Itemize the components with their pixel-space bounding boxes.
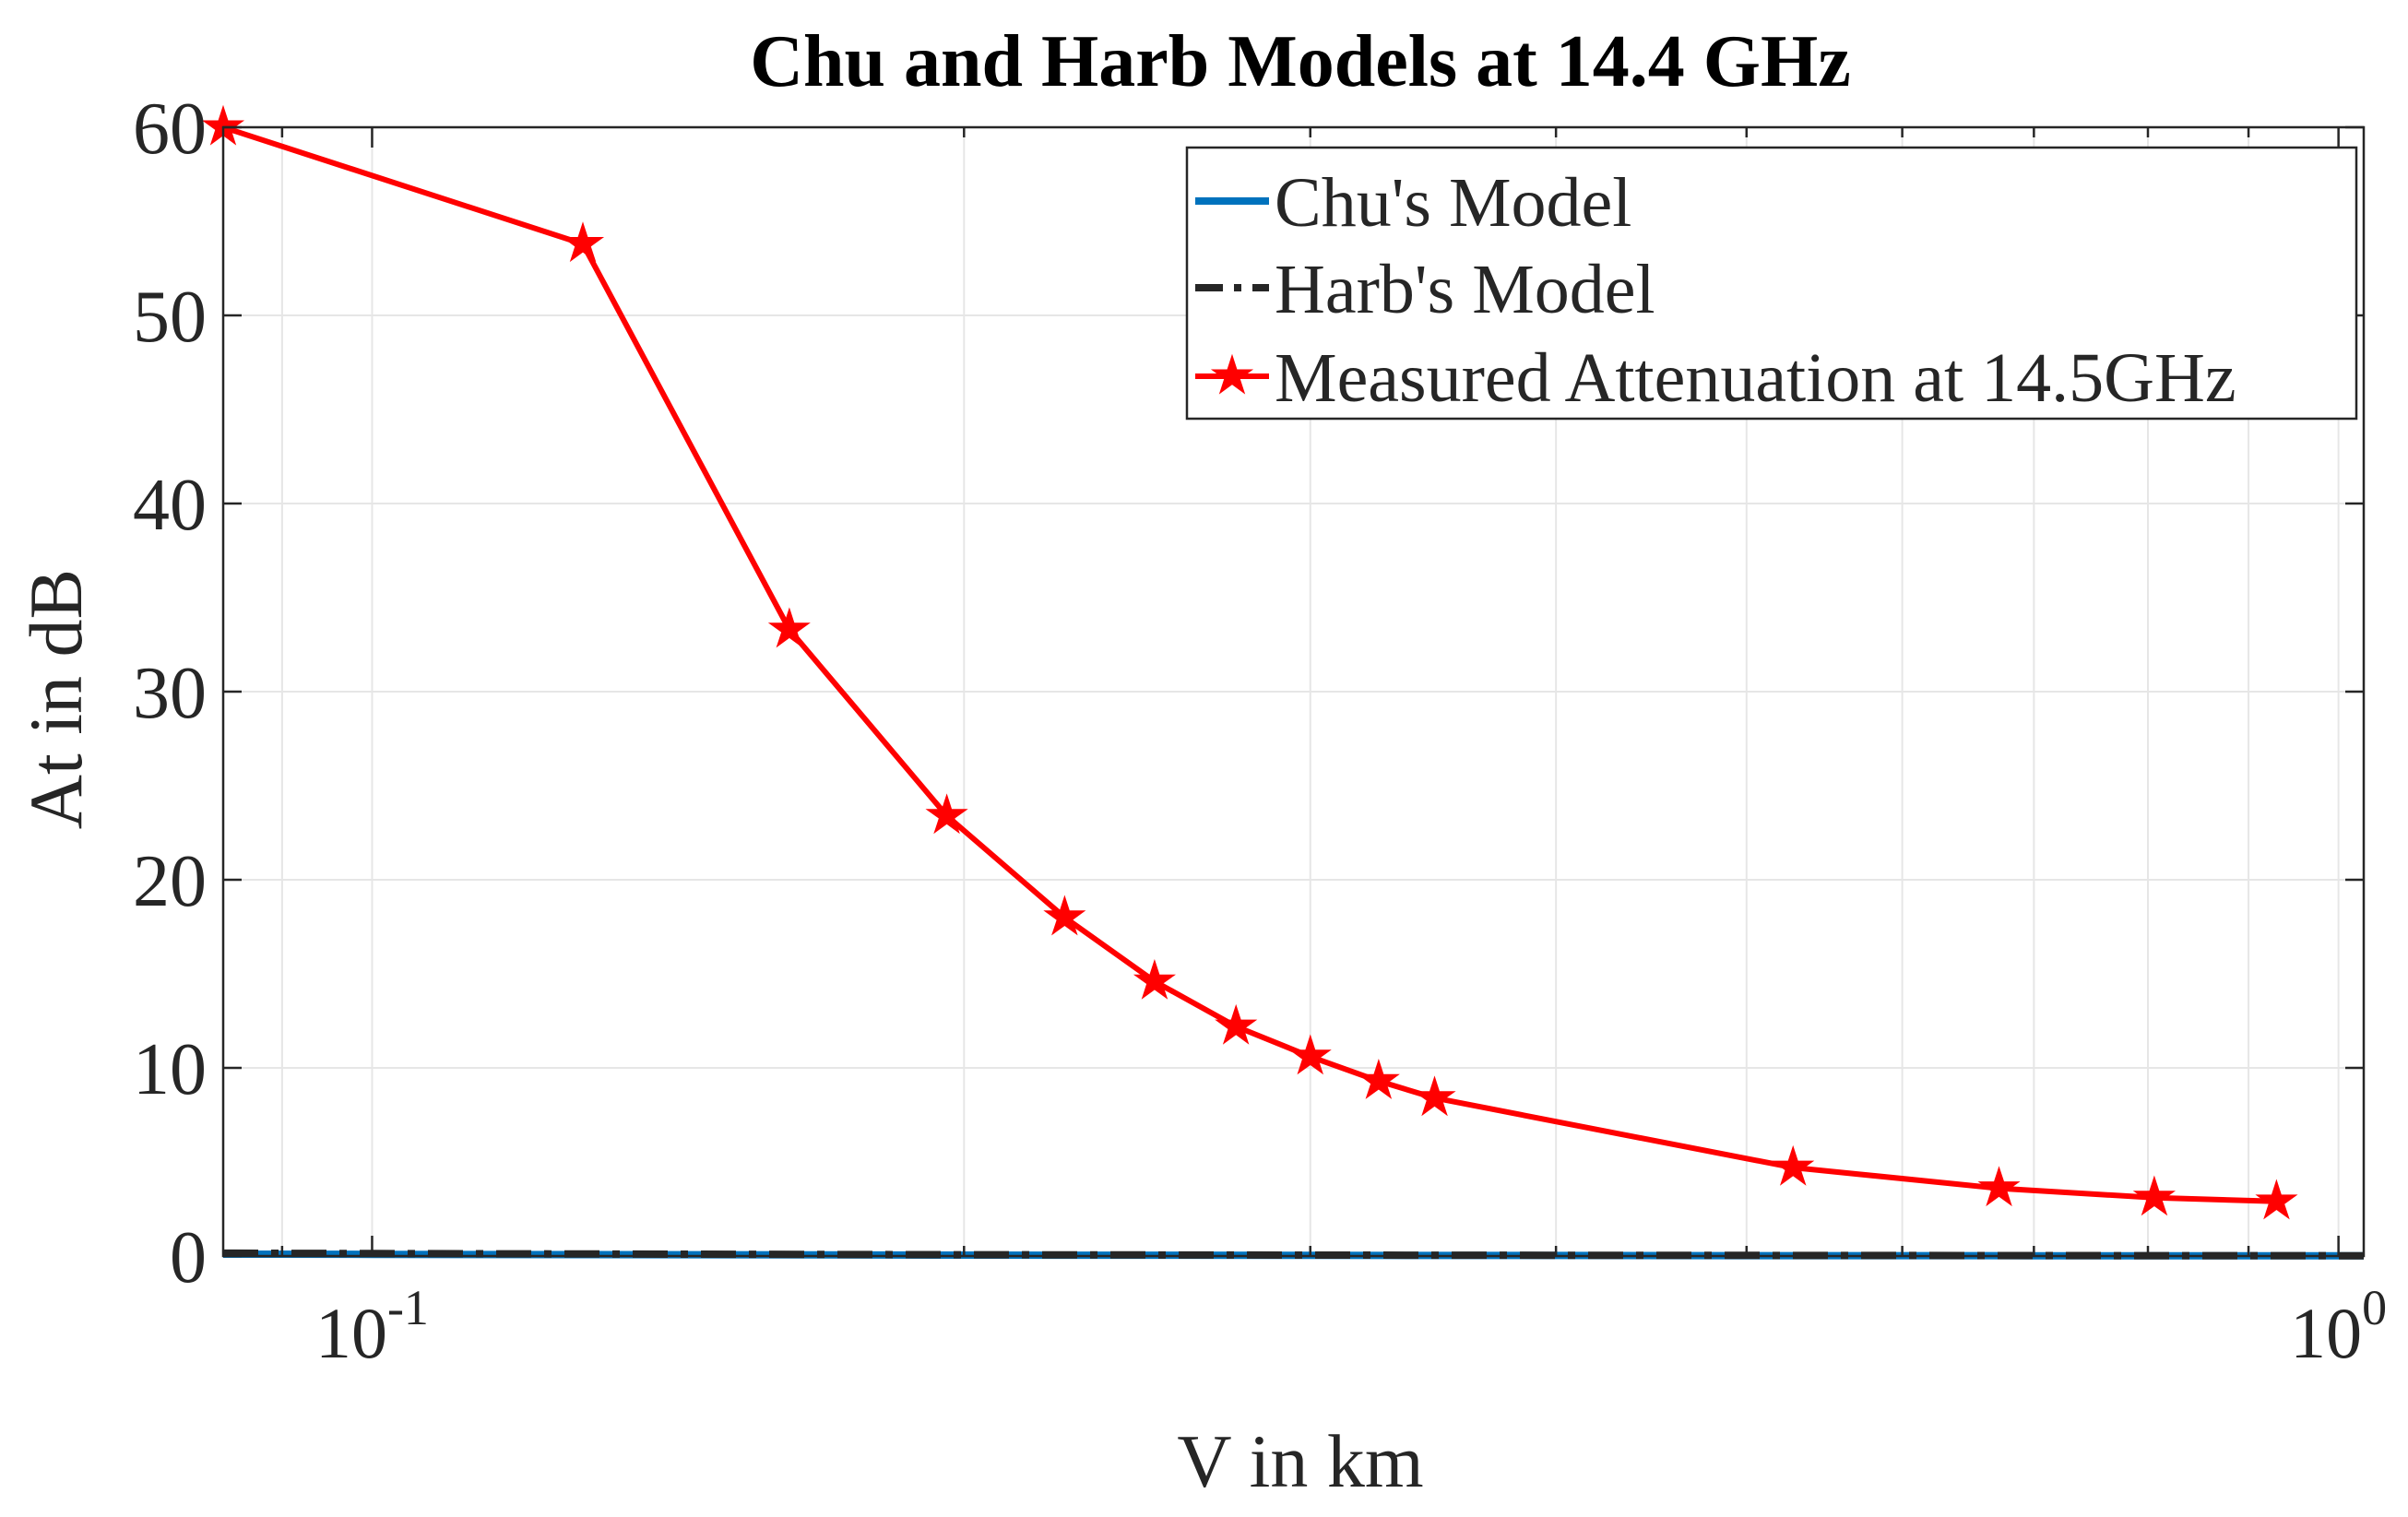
- data-point-star: [2132, 1175, 2177, 1216]
- data-point-star: [925, 793, 968, 835]
- data-point-star: [1133, 958, 1177, 1000]
- data-point-star: [1043, 895, 1086, 936]
- data-point-star: [767, 607, 811, 648]
- data-point-star: [1215, 1003, 1258, 1045]
- y-tick-label: 60: [133, 89, 207, 170]
- x-tick-exponent: -1: [387, 1280, 429, 1335]
- y-tick-label: 0: [170, 1217, 207, 1298]
- x-tick-exponent: 0: [2362, 1280, 2387, 1335]
- y-tick-label: 40: [133, 465, 207, 546]
- tick-marks: [223, 125, 2364, 1258]
- y-tick-label: 10: [133, 1029, 207, 1110]
- legend: Chu's Model Harb's Model Measured Attenuat…: [1185, 146, 2358, 421]
- data-point-star: [1357, 1059, 1400, 1099]
- legend-star-marker: [1210, 353, 1254, 395]
- x-tick-base: 10: [315, 1293, 387, 1373]
- legend-box: [1185, 146, 2358, 421]
- y-axis-label: At in dB: [14, 569, 98, 829]
- series-line: [222, 124, 2277, 1204]
- data-point-star: [2255, 1179, 2298, 1220]
- legend-label: Chu's Model: [1275, 164, 1631, 242]
- x-tick-base: 10: [2290, 1293, 2362, 1373]
- y-tick-labels: 0 10 20 30 40 50 60: [133, 89, 207, 1298]
- data-point-star: [562, 221, 605, 263]
- y-tick-label: 50: [133, 277, 207, 358]
- y-tick-label: 20: [133, 841, 207, 922]
- legend-label: Harb's Model: [1275, 251, 1655, 328]
- legend-entry: Measured Attenuation at 14.5GHz: [1195, 339, 2236, 417]
- data-point-star: [1977, 1166, 2021, 1207]
- grid: [223, 126, 2364, 1257]
- y-tick-label: 30: [133, 653, 207, 734]
- x-tick-label: 10-1: [315, 1280, 429, 1373]
- data-point-star: [1413, 1075, 1456, 1117]
- x-tick-labels: 10-1 100: [315, 1280, 2387, 1373]
- legend-entry: Harb's Model: [1195, 251, 1655, 328]
- legend-entry: Chu's Model: [1195, 164, 1631, 242]
- x-tick-label: 100: [2290, 1280, 2387, 1373]
- chart-title: Chu and Harb Models at 14.4 GHz: [750, 21, 1850, 102]
- legend-label: Measured Attenuation at 14.5GHz: [1275, 339, 2236, 417]
- data-point-star: [1288, 1034, 1332, 1075]
- x-axis-label: V in km: [1177, 1419, 1423, 1503]
- data-point-star: [1772, 1144, 1815, 1186]
